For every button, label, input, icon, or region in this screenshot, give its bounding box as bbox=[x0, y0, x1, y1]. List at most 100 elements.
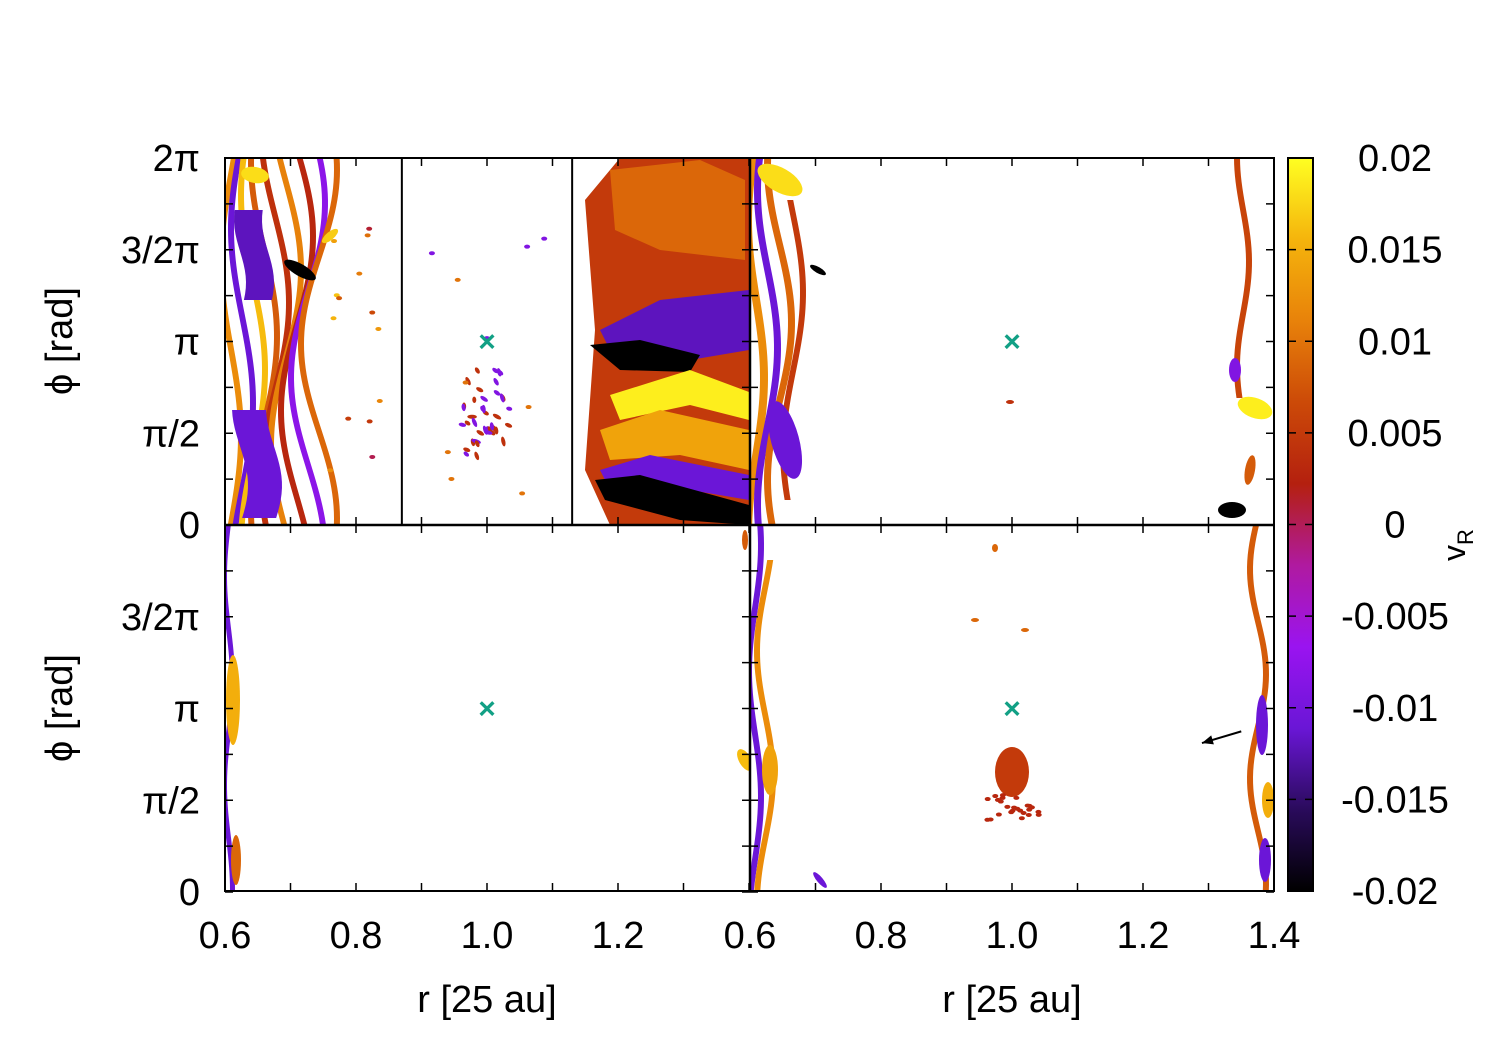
planet-marker: × bbox=[478, 326, 496, 359]
data-blob bbox=[1013, 795, 1020, 800]
data-blob bbox=[474, 440, 480, 448]
arrow-head bbox=[1201, 735, 1214, 745]
data-blob bbox=[1237, 396, 1273, 420]
data-blob bbox=[494, 426, 499, 435]
y-tick-label: 2π bbox=[153, 138, 200, 180]
data-blob bbox=[345, 416, 352, 421]
data-blob bbox=[241, 166, 269, 184]
data-blob bbox=[504, 422, 513, 428]
y-tick-label: π/2 bbox=[142, 413, 200, 455]
data-blob bbox=[1024, 803, 1031, 808]
planet-marker: × bbox=[478, 693, 496, 726]
colorbar-tick-label: 0.01 bbox=[1358, 321, 1432, 363]
inner-spiral-band bbox=[232, 410, 282, 518]
planet-marker: × bbox=[1003, 326, 1021, 359]
y-tick-label: π/2 bbox=[142, 780, 200, 822]
data-blob bbox=[461, 403, 466, 412]
dark-clump bbox=[284, 259, 316, 281]
data-blob bbox=[231, 835, 241, 885]
data-blob bbox=[369, 454, 376, 459]
data-blob bbox=[480, 395, 488, 402]
outer-edge-band bbox=[1234, 158, 1252, 398]
colorbar-title-main: v bbox=[1436, 545, 1472, 561]
data-blob bbox=[506, 406, 513, 411]
data-blob bbox=[519, 491, 526, 496]
x-axis-title-right: r [25 au] bbox=[942, 979, 1081, 1021]
colorbar-tick-label: 0.015 bbox=[1347, 230, 1442, 272]
planet-marker: × bbox=[1003, 693, 1021, 726]
outer-disc-region bbox=[600, 410, 749, 470]
panel-top-left bbox=[225, 158, 749, 525]
x-tick-labels: 0.6 0.8 1.0 1.2 0.6 0.8 1.0 1.2 1.4 bbox=[199, 915, 1301, 957]
data-blob bbox=[496, 368, 502, 377]
data-blob bbox=[333, 293, 340, 298]
y-tick-label: 0 bbox=[179, 505, 200, 547]
data-blob bbox=[987, 817, 994, 822]
y-tick-label: 3/2π bbox=[121, 597, 200, 639]
planet-markers: × × × × bbox=[478, 326, 1021, 726]
x-tick-label: 0.6 bbox=[199, 915, 252, 957]
colorbar-tick-label: -0.01 bbox=[1352, 688, 1439, 730]
data-blob bbox=[997, 799, 1004, 804]
data-blob bbox=[999, 793, 1006, 798]
data-blob bbox=[1004, 804, 1011, 809]
data-blob bbox=[757, 163, 803, 197]
data-blob bbox=[481, 404, 486, 414]
data-blob bbox=[467, 414, 477, 419]
x-tick-label: 0.8 bbox=[855, 915, 908, 957]
data-blob bbox=[541, 236, 548, 241]
data-blob bbox=[742, 530, 748, 550]
data-blob bbox=[464, 420, 471, 426]
colorbar-tick-labels: 0.02 0.015 0.01 0.005 0 -0.005 -0.01 -0.015 -0.0… bbox=[1341, 138, 1449, 913]
data-blob bbox=[1021, 628, 1029, 632]
data-blob bbox=[471, 417, 478, 427]
data-blob bbox=[737, 749, 749, 771]
x-tick-label: 0.8 bbox=[330, 915, 383, 957]
data-blob bbox=[364, 233, 371, 238]
inner-spiral-band bbox=[288, 158, 328, 524]
data-blob bbox=[474, 451, 480, 461]
data-blob bbox=[482, 425, 488, 435]
outer-disc-region bbox=[590, 340, 700, 372]
data-blob bbox=[1018, 816, 1025, 821]
y-tick-label: 0 bbox=[179, 872, 200, 914]
colorbar-title: vR bbox=[1436, 529, 1478, 561]
data-blob bbox=[1259, 838, 1271, 882]
data-blob bbox=[492, 413, 502, 420]
data-blob bbox=[492, 367, 499, 374]
colorbar-tick-label: 0 bbox=[1384, 505, 1405, 547]
data-blob bbox=[992, 544, 998, 552]
colorbar-title-sub: R bbox=[1453, 529, 1478, 545]
data-blob bbox=[1244, 455, 1256, 485]
x-tick-label: 1.0 bbox=[986, 915, 1039, 957]
data-blob bbox=[336, 296, 343, 301]
y-tick-labels: 0 π/2 π 3/2π 2π 0 π/2 π 3/2π bbox=[121, 138, 200, 914]
data-blob bbox=[454, 277, 461, 282]
colorbar-tick-label: -0.02 bbox=[1352, 871, 1439, 913]
inner-rim-band bbox=[754, 560, 776, 890]
x-tick-label: 1.2 bbox=[1117, 915, 1170, 957]
x-axis-title-left: r [25 au] bbox=[417, 979, 556, 1021]
inner-spiral-band bbox=[298, 158, 340, 524]
outer-disc-region bbox=[610, 160, 745, 260]
data-blob bbox=[366, 419, 373, 424]
colorbar-tick-label: 0.005 bbox=[1347, 413, 1442, 455]
data-blob bbox=[474, 367, 480, 374]
compact-clump bbox=[995, 747, 1029, 797]
colorbar-tick-label: -0.015 bbox=[1341, 779, 1449, 821]
data-blob bbox=[762, 745, 778, 795]
data-blob bbox=[366, 226, 373, 231]
data-blob bbox=[465, 376, 471, 386]
outer-disc-region bbox=[595, 475, 749, 525]
dark-clump bbox=[810, 264, 826, 276]
x-tick-label: 1.4 bbox=[1248, 915, 1301, 957]
data-blob bbox=[463, 447, 471, 453]
data-blob bbox=[1256, 695, 1268, 755]
data-blob bbox=[971, 618, 979, 622]
outer-disc-region bbox=[610, 370, 749, 420]
data-blob bbox=[369, 310, 376, 315]
data-blob bbox=[327, 468, 334, 473]
data-blob bbox=[493, 390, 501, 396]
data-blob bbox=[331, 239, 338, 244]
colorbar-tick-label: 0.02 bbox=[1358, 138, 1432, 180]
